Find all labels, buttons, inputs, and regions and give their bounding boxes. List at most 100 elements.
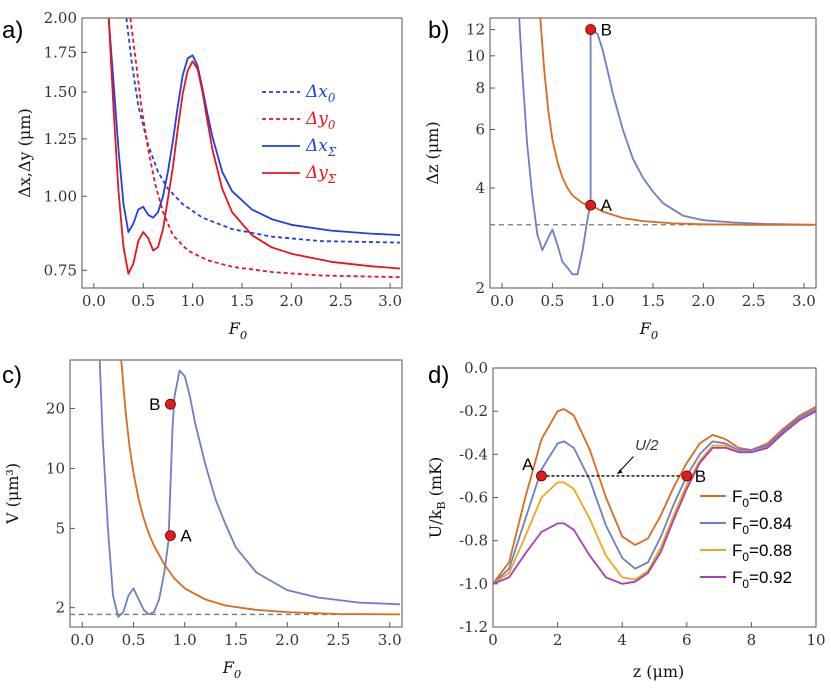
legend-entry: F0=0.8	[732, 487, 783, 510]
annotation-label: U/2	[635, 437, 659, 454]
x-axis-label: F0	[639, 319, 658, 342]
x-axis-label: F0	[228, 319, 247, 342]
x-tick-label: 2.5	[327, 631, 351, 649]
legend-entry: F0=0.84	[732, 514, 792, 537]
x-tick-label: 8	[747, 631, 757, 649]
series-line-purple	[493, 410, 816, 585]
plot-frame	[69, 359, 403, 628]
series-line-orange	[539, 18, 814, 226]
x-tick-label: 0.5	[122, 631, 146, 649]
x-tick-label: 10	[806, 631, 825, 649]
y-tick-label: 0.75	[44, 261, 77, 279]
legend-a: Δx0 Δy0 ΔxΣ ΔyΣ	[262, 82, 337, 186]
point-label-B: B	[695, 467, 706, 486]
plot-frame	[489, 17, 817, 289]
y-tick-label: 2.00	[44, 9, 77, 27]
series-line-blue	[125, 18, 401, 244]
x-tick-label: 6	[682, 631, 692, 649]
point-label-B: B	[601, 21, 612, 40]
x-tick-label: 4	[617, 631, 627, 649]
panel-a: a) 0.0 0.5 1.0 1.5 2.0 2.5 3.0 0.75 1.00 1.25 1.50 1…	[2, 9, 403, 342]
point-label-B: B	[149, 395, 160, 414]
y-axis-label: U/kB (mK)	[426, 457, 448, 539]
legend-entry: ΔyΣ	[305, 163, 337, 186]
y-tick-label: 1.75	[44, 43, 77, 61]
x-tick-label: 3.0	[378, 292, 402, 310]
x-tick-label: 2.5	[742, 292, 766, 310]
x-tick-label: 1.0	[173, 631, 197, 649]
panel-c: c) 0.0 0.5 1.0 1.5 2.0 2.5 3.0 2 5 10 20 F0 V (μm³) A B	[2, 359, 403, 681]
y-tick-label: 5	[55, 519, 65, 537]
legend-d: F0=0.8 F0=0.84 F0=0.88 F0=0.92	[700, 487, 792, 591]
x-axis-label: F0	[222, 658, 241, 681]
panel-label: b)	[428, 17, 449, 44]
series-group	[107, 18, 401, 279]
x-tick-label: 2.0	[691, 292, 715, 310]
legend-entry: ΔxΣ	[305, 136, 337, 159]
x-tick-label: 3.0	[792, 292, 816, 310]
panel-label: c)	[2, 362, 22, 389]
point-label-A: A	[601, 196, 613, 215]
panel-label: d)	[428, 362, 449, 389]
y-tick-label: -0.4	[459, 445, 488, 463]
point-label-A: A	[180, 527, 192, 546]
panel-d: d) 0 2 4 6 8 10 0.0 -0.2 -0.4 -0.6 -0.8 -1.0 -1.2 z (μ…	[426, 359, 826, 681]
y-tick-label: 6	[475, 121, 485, 139]
series-line-slate	[493, 408, 816, 585]
y-tick-label: -0.8	[459, 532, 488, 550]
legend-entry: F0=0.88	[732, 541, 792, 564]
panel-label: a)	[2, 17, 23, 44]
x-tick-label: 2.0	[275, 631, 299, 649]
x-tick-label: 0.5	[540, 292, 564, 310]
point-marker-A	[536, 470, 547, 482]
y-tick-label: 10	[466, 47, 485, 65]
legend-entry: F0=0.92	[732, 568, 792, 591]
y-tick-label: 12	[466, 21, 485, 39]
x-tick-label: 2.5	[329, 292, 353, 310]
series-group	[493, 406, 816, 585]
y-tick-label: -1.0	[459, 575, 488, 593]
series-group	[98, 360, 401, 618]
y-tick-label: 1.50	[44, 83, 77, 101]
y-tick-label: 0.0	[464, 359, 488, 377]
x-tick-label: 0	[488, 631, 498, 649]
x-tick-label: 2.0	[279, 292, 303, 310]
x-tick-label: 1.5	[641, 292, 665, 310]
x-tick-label: 0.0	[490, 292, 514, 310]
series-group	[518, 18, 815, 276]
series-line-blue	[107, 18, 401, 236]
x-tick-label: 1.0	[181, 292, 205, 310]
series-line-orange	[120, 360, 401, 616]
x-tick-label: 1.5	[230, 292, 254, 310]
x-tick-label: 3.0	[378, 631, 402, 649]
y-tick-label: 8	[475, 79, 485, 97]
y-axis-label: Δx,Δy (μm)	[15, 108, 34, 197]
legend-entry: Δx0	[305, 82, 336, 105]
y-tick-label: 10	[46, 459, 65, 477]
x-tick-label: 2	[553, 631, 563, 649]
y-axis-label: V (μm³)	[3, 463, 22, 525]
y-tick-label: 20	[46, 399, 65, 417]
x-tick-label: 1.5	[224, 631, 248, 649]
x-axis-label: z (μm)	[633, 662, 685, 681]
y-tick-label: 1.25	[44, 130, 77, 148]
y-tick-label: 1.00	[44, 187, 77, 205]
y-tick-label: -0.6	[459, 489, 488, 507]
panel-b: b) 0.0 0.5 1.0 1.5 2.0 2.5 3.0 2 4 6 8 10 12 F0 Δz (μm)…	[423, 17, 817, 342]
point-marker-B	[681, 470, 693, 482]
annotation-arrowhead	[617, 468, 623, 474]
y-axis-label: Δz (μm)	[423, 121, 442, 184]
y-tick-label: 2	[475, 279, 485, 297]
y-tick-label: 4	[475, 179, 485, 197]
series-line-slate	[518, 18, 815, 276]
point-marker-B	[165, 398, 176, 410]
series-line-slate	[98, 360, 401, 618]
plot-frame	[81, 17, 403, 289]
x-tick-label: 1.0	[591, 292, 615, 310]
point-marker-A	[585, 199, 597, 211]
y-tick-label: 2	[55, 599, 65, 617]
x-tick-label: 0.0	[70, 631, 94, 649]
y-tick-label: -0.2	[459, 402, 488, 420]
y-tick-label: -1.2	[459, 618, 488, 636]
